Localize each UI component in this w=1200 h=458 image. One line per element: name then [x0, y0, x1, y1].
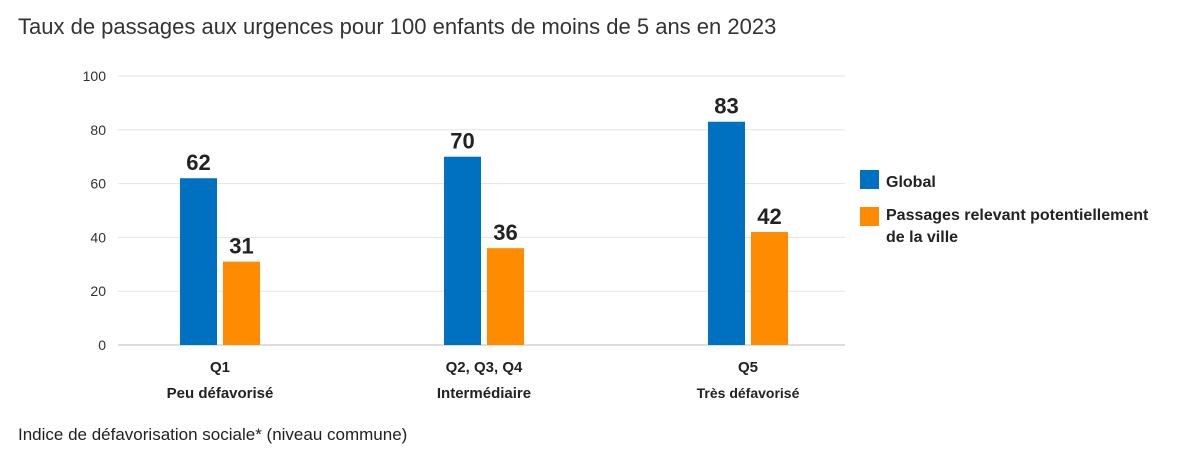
data-label: 31	[229, 234, 253, 259]
x-tick-label: Q5	[738, 359, 758, 376]
data-label: 70	[450, 129, 474, 154]
bars	[180, 121, 788, 345]
x-tick-sublabel: Peu défavorisé	[167, 385, 274, 402]
data-label: 83	[714, 94, 738, 119]
y-tick-label: 60	[90, 176, 106, 192]
legend-label-ville: Passages relevant potentiellement	[886, 207, 1149, 224]
legend-label-global: Global	[886, 174, 936, 191]
bar-global-1	[180, 178, 217, 345]
x-tick-label: Q2, Q3, Q4	[446, 359, 523, 376]
y-tick-label: 100	[83, 68, 107, 84]
bar-ville-1	[223, 261, 260, 345]
x-tick-sublabel: Intermédiaire	[437, 385, 531, 402]
value-labels: 62 70 83 31 36 42	[186, 94, 781, 259]
data-label: 62	[186, 150, 210, 175]
legend-swatch-global	[860, 170, 879, 189]
bar-ville-2	[487, 248, 524, 345]
category-labels: Q1 Peu défavorisé Q2, Q3, Q4 Intermédiaire Q…	[167, 359, 800, 402]
data-label: 36	[493, 220, 517, 245]
x-axis-label: Indice de défavorisation sociale* (nivea…	[18, 425, 408, 444]
chart-title: Taux de passages aux urgences pour 100 e…	[18, 14, 777, 39]
y-tick-label: 0	[98, 337, 106, 353]
y-tick-label: 80	[90, 122, 106, 138]
x-tick-sublabel: Très défavorisé	[697, 385, 800, 401]
y-axis-ticks: 0 20 40 60 80 100	[83, 68, 107, 353]
legend: Global Passages relevant potentiellement d…	[860, 170, 1149, 246]
bar-ville-3	[751, 232, 788, 345]
legend-swatch-ville	[860, 207, 879, 226]
x-tick-label: Q1	[210, 359, 230, 376]
legend-label-ville: de la ville	[886, 229, 958, 246]
data-label: 42	[757, 204, 781, 229]
bar-global-3	[708, 121, 745, 345]
y-tick-label: 20	[90, 283, 106, 299]
bar-global-2	[444, 156, 481, 345]
y-tick-label: 40	[90, 229, 106, 245]
